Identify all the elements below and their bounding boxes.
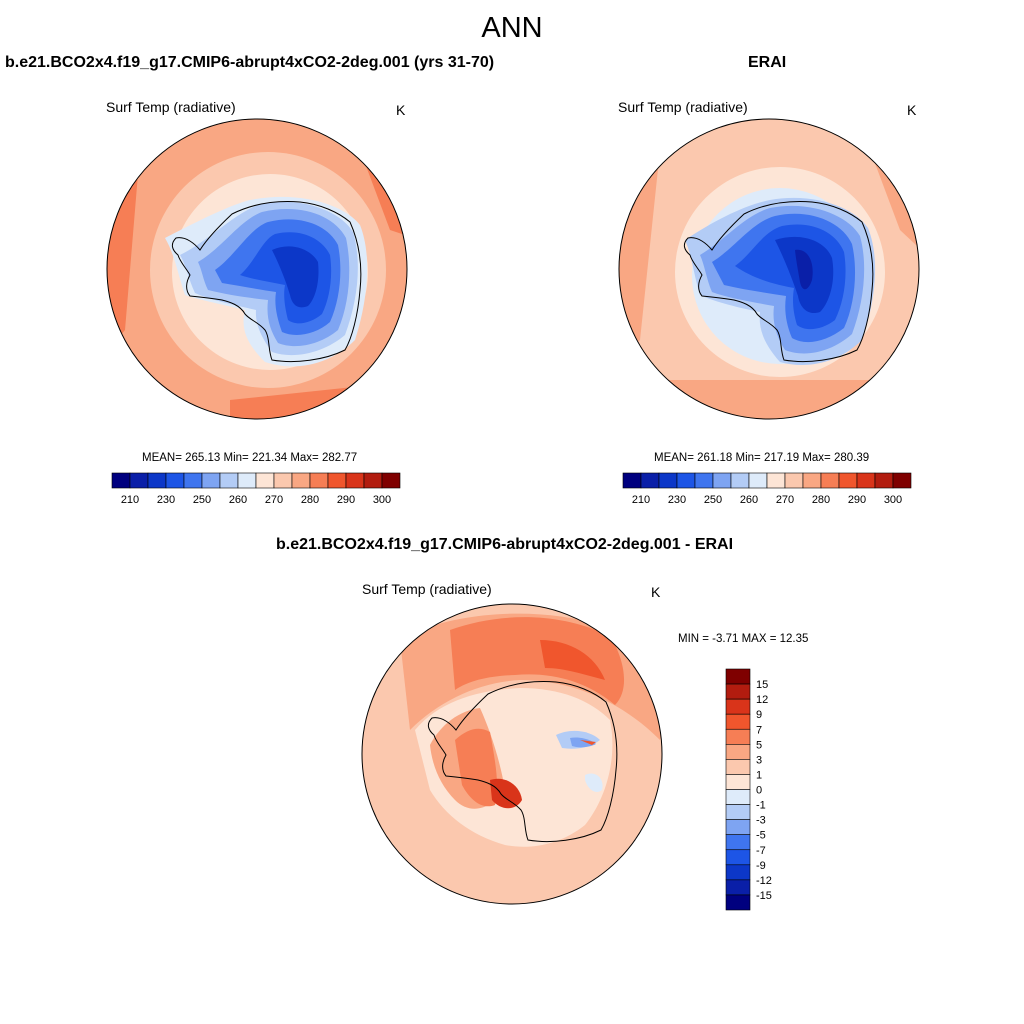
panel1-colorbar-box (363, 472, 383, 489)
panel2-colorbar-box (892, 472, 912, 489)
panel2-stats: MEAN= 261.18 Min= 217.19 Max= 280.39 (654, 452, 870, 464)
map3-difference (361, 603, 663, 905)
map1-model-temperature (106, 118, 408, 420)
panel1-colorbar: 210 230 250 260 270 280 290 300 (111, 472, 401, 506)
panel1-colorbar-box (309, 472, 329, 489)
panel1-variable-label: Surf Temp (radiative) (106, 99, 236, 115)
panel2-colorbar-box (694, 472, 714, 489)
panel3-colorbar-box (725, 744, 751, 760)
panel1-colorbar-tick-label: 290 (337, 494, 355, 506)
map2-erai-temperature (618, 118, 920, 420)
panel3-colorbar-box (725, 683, 751, 700)
panel3-colorbar-box (725, 728, 751, 745)
panel3-colorbar-tick-label: 12 (756, 694, 768, 706)
panel1-colorbar-tick-label: 210 (121, 494, 139, 506)
panel1-colorbar-box (327, 472, 347, 489)
panel2-colorbar-box (766, 472, 786, 489)
panel3-variable-label: Surf Temp (radiative) (362, 581, 492, 597)
panel3-colorbar-tick-label: 7 (756, 724, 762, 736)
panel2-colorbar-box (874, 472, 894, 489)
panel3-colorbar-tick-label: -3 (756, 815, 766, 827)
panel3-colorbar-box (725, 819, 751, 835)
panel2-colorbar-box (622, 472, 642, 489)
panel3-colorbar-box (725, 713, 751, 730)
panel1-colorbar-box (255, 472, 275, 489)
panel1-colorbar-box (183, 472, 203, 489)
panel1-colorbar-tick-label: 280 (301, 494, 319, 506)
panel3-stats: MIN = -3.71 MAX = 12.35 (678, 633, 809, 645)
panel3-colorbar-box (725, 698, 751, 715)
panel2-colorbar-box (712, 472, 732, 489)
panel2-colorbar-box (856, 472, 876, 489)
panel3-colorbar-box (725, 849, 751, 866)
panel2-colorbar-tick-label: 210 (632, 494, 650, 506)
panel2-colorbar-box (784, 472, 804, 489)
panel3-colorbar-box (725, 668, 751, 685)
panel1-colorbar-box (273, 472, 293, 489)
panel1-colorbar-tick-label: 300 (373, 494, 391, 506)
panel3-colorbar-box (725, 774, 751, 790)
panel2-colorbar-tick-label: 260 (740, 494, 758, 506)
panel3-colorbar-tick-label: 3 (756, 754, 762, 766)
panel2-colorbar-box (820, 472, 840, 489)
panel1-colorbar-box (291, 472, 311, 489)
panel3-colorbar-tick-label: 0 (756, 785, 762, 797)
panel3-colorbar-tick-label: 1 (756, 769, 762, 781)
panel1-colorbar-box (111, 472, 131, 489)
panel1-colorbar-box (381, 472, 401, 489)
panel3-units-label: K (651, 584, 661, 600)
panel3-colorbar-tick-label: -12 (756, 875, 772, 887)
panel1-colorbar-tick-label: 260 (229, 494, 247, 506)
panel3-colorbar-box (725, 879, 751, 896)
panel2-colorbar-tick-label: 280 (812, 494, 830, 506)
panel2-colorbar-tick-label: 230 (668, 494, 686, 506)
panel2-colorbar-box (640, 472, 660, 489)
panel2-units-label: K (907, 102, 917, 118)
panel2-colorbar-tick-label: 250 (704, 494, 722, 506)
panel1-colorbar-box (237, 472, 257, 489)
panel2-colorbar-tick-label: 290 (848, 494, 866, 506)
panel2-colorbar-box (838, 472, 858, 489)
figure-title: ANN (481, 12, 543, 44)
panel3-colorbar-tick-label: -5 (756, 830, 766, 842)
panel3-colorbar-box (725, 759, 751, 775)
panel3-colorbar-box (725, 789, 751, 805)
panel1-colorbar-tick-label: 250 (193, 494, 211, 506)
panel2-colorbar-box (730, 472, 750, 489)
panel3-colorbar-box (725, 894, 751, 911)
panel1-colorbar-tick-label: 270 (265, 494, 283, 506)
panel3-colorbar-tick-label: 9 (756, 709, 762, 721)
panel1-title: b.e21.BCO2x4.f19_g17.CMIP6-abrupt4xCO2-2… (5, 54, 495, 71)
panel1-colorbar-box (201, 472, 221, 489)
panel3-title: b.e21.BCO2x4.f19_g17.CMIP6-abrupt4xCO2-2… (276, 536, 734, 553)
panel1-colorbar-box (345, 472, 365, 489)
panel1-colorbar-box (147, 472, 167, 489)
panel1-colorbar-box (165, 472, 185, 489)
panel2-variable-label: Surf Temp (radiative) (618, 99, 748, 115)
panel1-colorbar-tick-label: 230 (157, 494, 175, 506)
panel3-colorbar: 15 12 9 7 5 3 1 0 -1 -3 -5 -7 -9 -12 -15 (725, 668, 772, 911)
panel2-colorbar-tick-label: 300 (884, 494, 902, 506)
panel2-colorbar-box (658, 472, 678, 489)
panel2-colorbar-box (802, 472, 822, 489)
panel1-stats: MEAN= 265.13 Min= 221.34 Max= 282.77 (142, 452, 358, 464)
panel3-colorbar-tick-label: 15 (756, 679, 768, 691)
panel2-colorbar-box (676, 472, 696, 489)
panel3-colorbar-box (725, 834, 751, 851)
panel3-colorbar-tick-label: -9 (756, 860, 766, 872)
panel1-colorbar-box (219, 472, 239, 489)
panel3-colorbar-box (725, 864, 751, 881)
panel2-title: ERAI (748, 54, 787, 71)
panel2-colorbar-tick-label: 270 (776, 494, 794, 506)
panel3-colorbar-tick-label: -15 (756, 890, 772, 902)
panel3-colorbar-tick-label: 5 (756, 739, 762, 751)
panel1-colorbar-box (129, 472, 149, 489)
panel3-colorbar-tick-label: -7 (756, 845, 766, 857)
panel2-colorbar: 210 230 250 260 270 280 290 300 (622, 472, 912, 506)
panel3-colorbar-tick-label: -1 (756, 800, 766, 812)
panel1-units-label: K (396, 102, 406, 118)
panel2-colorbar-box (748, 472, 768, 489)
panel3-colorbar-box (725, 804, 751, 820)
